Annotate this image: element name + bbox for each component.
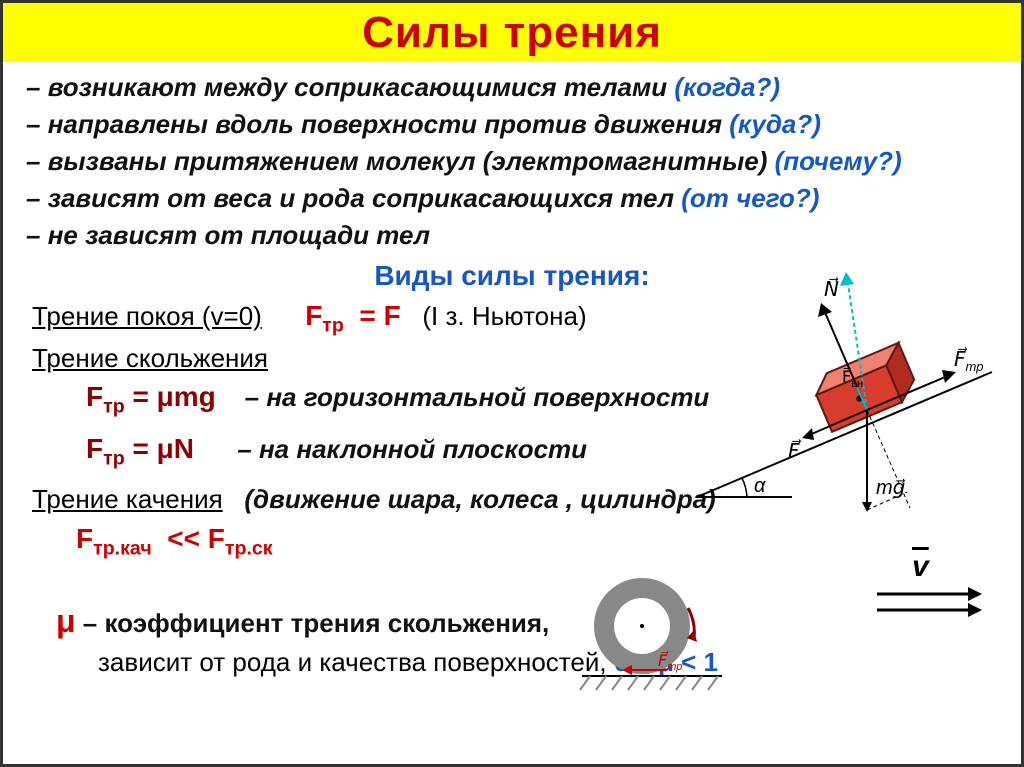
bullet-1: – возникают между соприкасающимися телам… xyxy=(26,70,998,105)
inclined-plane-diagram: α mg⃗ N⃗ F⃗вн xyxy=(692,262,1002,512)
bullet-5: – не зависят от площади тел xyxy=(26,218,998,253)
svg-text:α: α xyxy=(754,475,766,497)
mu-definition: μ – коэффициент трения скольжения, xyxy=(56,600,998,643)
mu-definition-2: зависит от рода и качества поверхностей,… xyxy=(98,645,998,680)
slide-title: Силы трения xyxy=(362,8,662,57)
title-bar: Силы трения xyxy=(2,2,1022,62)
svg-text:F⃗тр: F⃗тр xyxy=(954,346,983,374)
velocity-arrow xyxy=(872,580,992,620)
physics-slide: Силы трения – возникают между соприкасаю… xyxy=(0,0,1024,767)
velocity-label: v xyxy=(912,550,929,584)
bullet-2: – направлены вдоль поверхности против дв… xyxy=(26,107,998,142)
bullet-3: – вызваны притяжением молекул (электрома… xyxy=(26,144,998,179)
rolling-wheel-diagram: F⃗тр xyxy=(572,564,732,704)
svg-text:N⃗: N⃗ xyxy=(824,276,839,301)
rolling-formula: Fтр.кач << Fтр.ск xyxy=(76,520,998,562)
bullet-4: – зависят от веса и рода соприкасающихся… xyxy=(26,181,998,216)
formula-static: Fтр = F xyxy=(305,300,400,331)
svg-text:F⃗: F⃗ xyxy=(788,438,802,463)
